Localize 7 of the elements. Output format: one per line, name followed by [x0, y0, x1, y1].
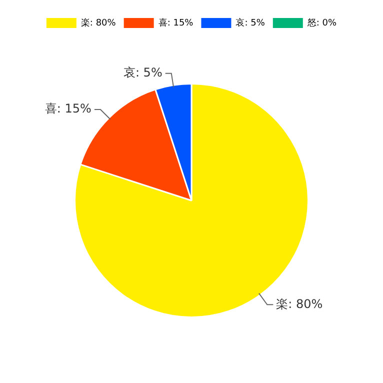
legend-label: 怒: 0%	[306, 17, 338, 28]
legend-label: 喜: 15%	[158, 17, 194, 28]
legend-label: 楽: 80%	[80, 17, 116, 28]
slice-label: 喜: 15%	[44, 102, 92, 116]
slice-label: 楽: 80%	[276, 296, 323, 311]
legend-label: 哀: 5%	[236, 17, 266, 28]
slice-label: 哀: 5%	[123, 65, 162, 80]
